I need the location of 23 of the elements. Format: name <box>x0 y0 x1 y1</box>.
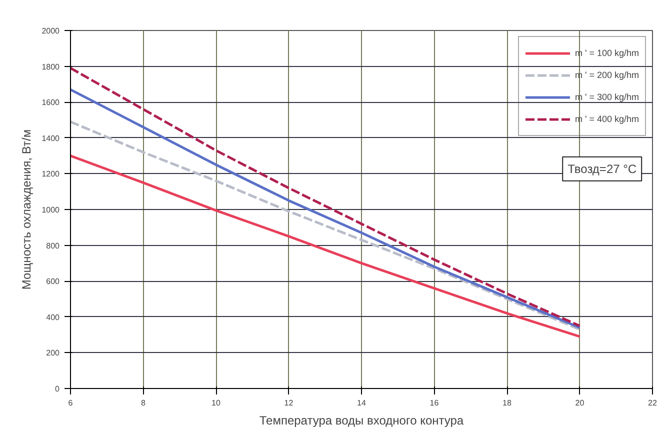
x-tick-label: 12 <box>284 398 294 408</box>
y-tick-label: 200 <box>46 348 60 358</box>
y-tick-label: 1400 <box>42 134 60 143</box>
x-tick-label: 22 <box>648 398 658 408</box>
annotation: Твозд=27 °C <box>568 162 637 176</box>
y-tick-label: 1600 <box>42 98 60 108</box>
x-tick-label: 14 <box>357 398 366 408</box>
y-tick-label: 1200 <box>42 170 60 179</box>
x-tick-label: 8 <box>141 398 146 408</box>
x-tick-label: 20 <box>575 398 585 408</box>
x-axis-title: Температура воды входного контура <box>259 414 464 428</box>
y-tick-label: 600 <box>46 277 60 286</box>
x-tick-label: 6 <box>68 398 74 408</box>
y-tick-label: 2000 <box>42 26 60 36</box>
x-tick-label: 10 <box>212 398 221 408</box>
y-tick-label: 400 <box>46 312 60 322</box>
x-tick-label: 18 <box>502 398 512 408</box>
y-axis-title: Мощность охлаждения, Вт/м <box>20 129 34 290</box>
y-tick-label: 0 <box>55 384 60 394</box>
x-tick-label: 16 <box>430 398 440 408</box>
y-tick-label: 1800 <box>42 62 60 72</box>
y-tick-label: 800 <box>46 241 60 250</box>
y-tick-label: 1000 <box>42 206 60 214</box>
